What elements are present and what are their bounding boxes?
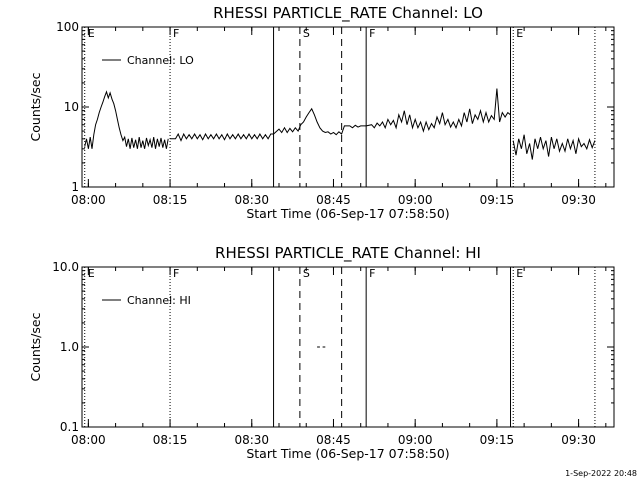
series-line [170, 132, 274, 142]
legend-label: Channel: HI [127, 294, 191, 307]
y-tick-label: 10.0 [52, 260, 79, 274]
x-tick-label: 08:15 [153, 433, 188, 447]
y-tick-label: 10 [64, 100, 79, 114]
series-line [366, 88, 511, 133]
x-tick-label: 09:00 [398, 433, 433, 447]
x-tick-label: 08:15 [153, 193, 188, 207]
event-marker-label: E [516, 267, 523, 280]
event-marker-label: F [173, 27, 179, 40]
x-tick-label: 08:00 [71, 193, 106, 207]
x-tick-label: 08:00 [71, 433, 106, 447]
chart-title: RHESSI PARTICLE_RATE Channel: LO [213, 4, 483, 23]
event-marker-label: E [88, 267, 95, 280]
y-tick-label: 100 [56, 20, 79, 34]
footer-timestamp: 1-Sep-2022 20:48 [565, 469, 637, 478]
x-tick-label: 08:30 [234, 433, 269, 447]
x-axis-label: Start Time (06-Sep-17 07:58:50) [246, 206, 449, 221]
chart-title: RHESSI PARTICLE_RATE Channel: HI [215, 244, 481, 263]
x-tick-label: 09:30 [561, 433, 596, 447]
event-marker-label: E [516, 27, 523, 40]
panel-lo: RHESSI PARTICLE_RATE Channel: LO 1 10 100 08… [28, 4, 615, 221]
event-marker-label: S [303, 267, 310, 280]
y-tick-label: 0.1 [60, 420, 79, 434]
event-marker-label: F [369, 267, 375, 280]
y-tick-label: 1.0 [60, 340, 79, 354]
event-marker-label: S [303, 27, 310, 40]
x-tick-label: 08:45 [316, 193, 351, 207]
x-tick-label: 09:15 [480, 193, 515, 207]
x-tick-label: 09:15 [480, 433, 515, 447]
x-tick-label: 08:45 [316, 433, 351, 447]
x-axis-label: Start Time (06-Sep-17 07:58:50) [246, 446, 449, 461]
event-marker-label: E [88, 27, 95, 40]
x-tick-label: 09:30 [561, 193, 596, 207]
event-marker-label: F [369, 27, 375, 40]
series-line [84, 90, 169, 149]
plot-frame [81, 266, 615, 428]
series-line [273, 107, 367, 136]
panel-hi: RHESSI PARTICLE_RATE Channel: HI 0.1 1.0 10… [28, 244, 615, 461]
legend-label: Channel: LO [127, 54, 194, 67]
event-marker-label: F [173, 267, 179, 280]
y-tick-label: 1 [71, 180, 79, 194]
x-tick-label: 08:30 [234, 193, 269, 207]
plot-frame [81, 26, 615, 188]
y-axis-label: Counts/sec [28, 312, 43, 381]
y-axis-label: Counts/sec [28, 72, 43, 141]
x-tick-label: 09:00 [398, 193, 433, 207]
series-line [512, 134, 596, 160]
